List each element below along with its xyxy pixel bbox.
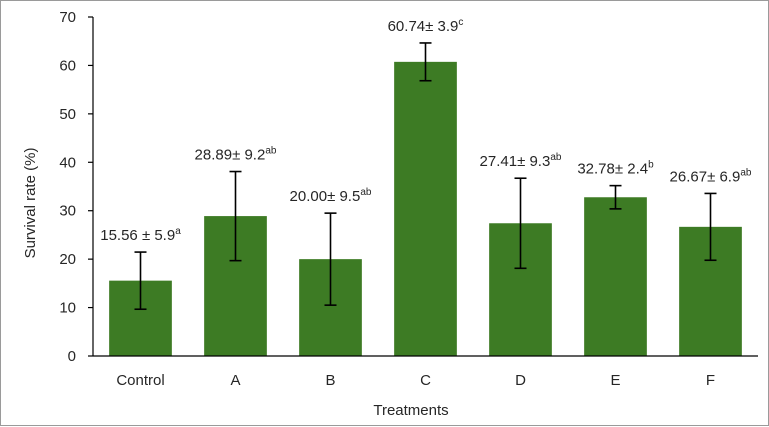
x-tick-label: A <box>230 372 240 389</box>
y-tick-label: 40 <box>59 154 76 171</box>
data-label: 27.41± 9.3ab <box>480 152 562 170</box>
y-tick-label: 70 <box>59 9 76 26</box>
bar-c <box>394 61 457 357</box>
x-tick-label: F <box>706 372 715 389</box>
data-label: 60.74± 3.9c <box>388 17 464 35</box>
data-label: 28.89± 9.2ab <box>195 146 277 164</box>
y-tick-label: 50 <box>59 106 76 123</box>
x-tick-label: E <box>610 372 620 389</box>
error-bar <box>704 192 717 262</box>
error-bar <box>229 170 242 262</box>
y-tick-label: 20 <box>59 251 76 268</box>
x-tick-label: D <box>515 372 526 389</box>
x-tick-label: Control <box>116 372 164 389</box>
error-bar <box>324 212 337 306</box>
error-bar <box>134 251 147 311</box>
x-tick-label: C <box>420 372 431 389</box>
y-tick-label: 30 <box>59 203 76 220</box>
y-tick-label: 10 <box>59 300 76 317</box>
error-bar <box>419 42 432 82</box>
y-tick-label: 60 <box>59 57 76 74</box>
x-tick-label: B <box>325 372 335 389</box>
x-axis-title: Treatments <box>373 402 448 419</box>
data-label: 15.56 ± 5.9a <box>100 226 181 244</box>
error-bar <box>609 184 622 210</box>
y-tick-label: 0 <box>68 348 76 365</box>
data-label: 26.67± 6.9ab <box>670 167 752 185</box>
data-label: 32.78± 2.4b <box>577 160 654 178</box>
y-axis-title: Survival rate (%) <box>22 148 39 259</box>
bar-e <box>584 197 647 356</box>
data-label: 20.00± 9.5ab <box>290 187 372 205</box>
error-bar <box>514 177 527 270</box>
